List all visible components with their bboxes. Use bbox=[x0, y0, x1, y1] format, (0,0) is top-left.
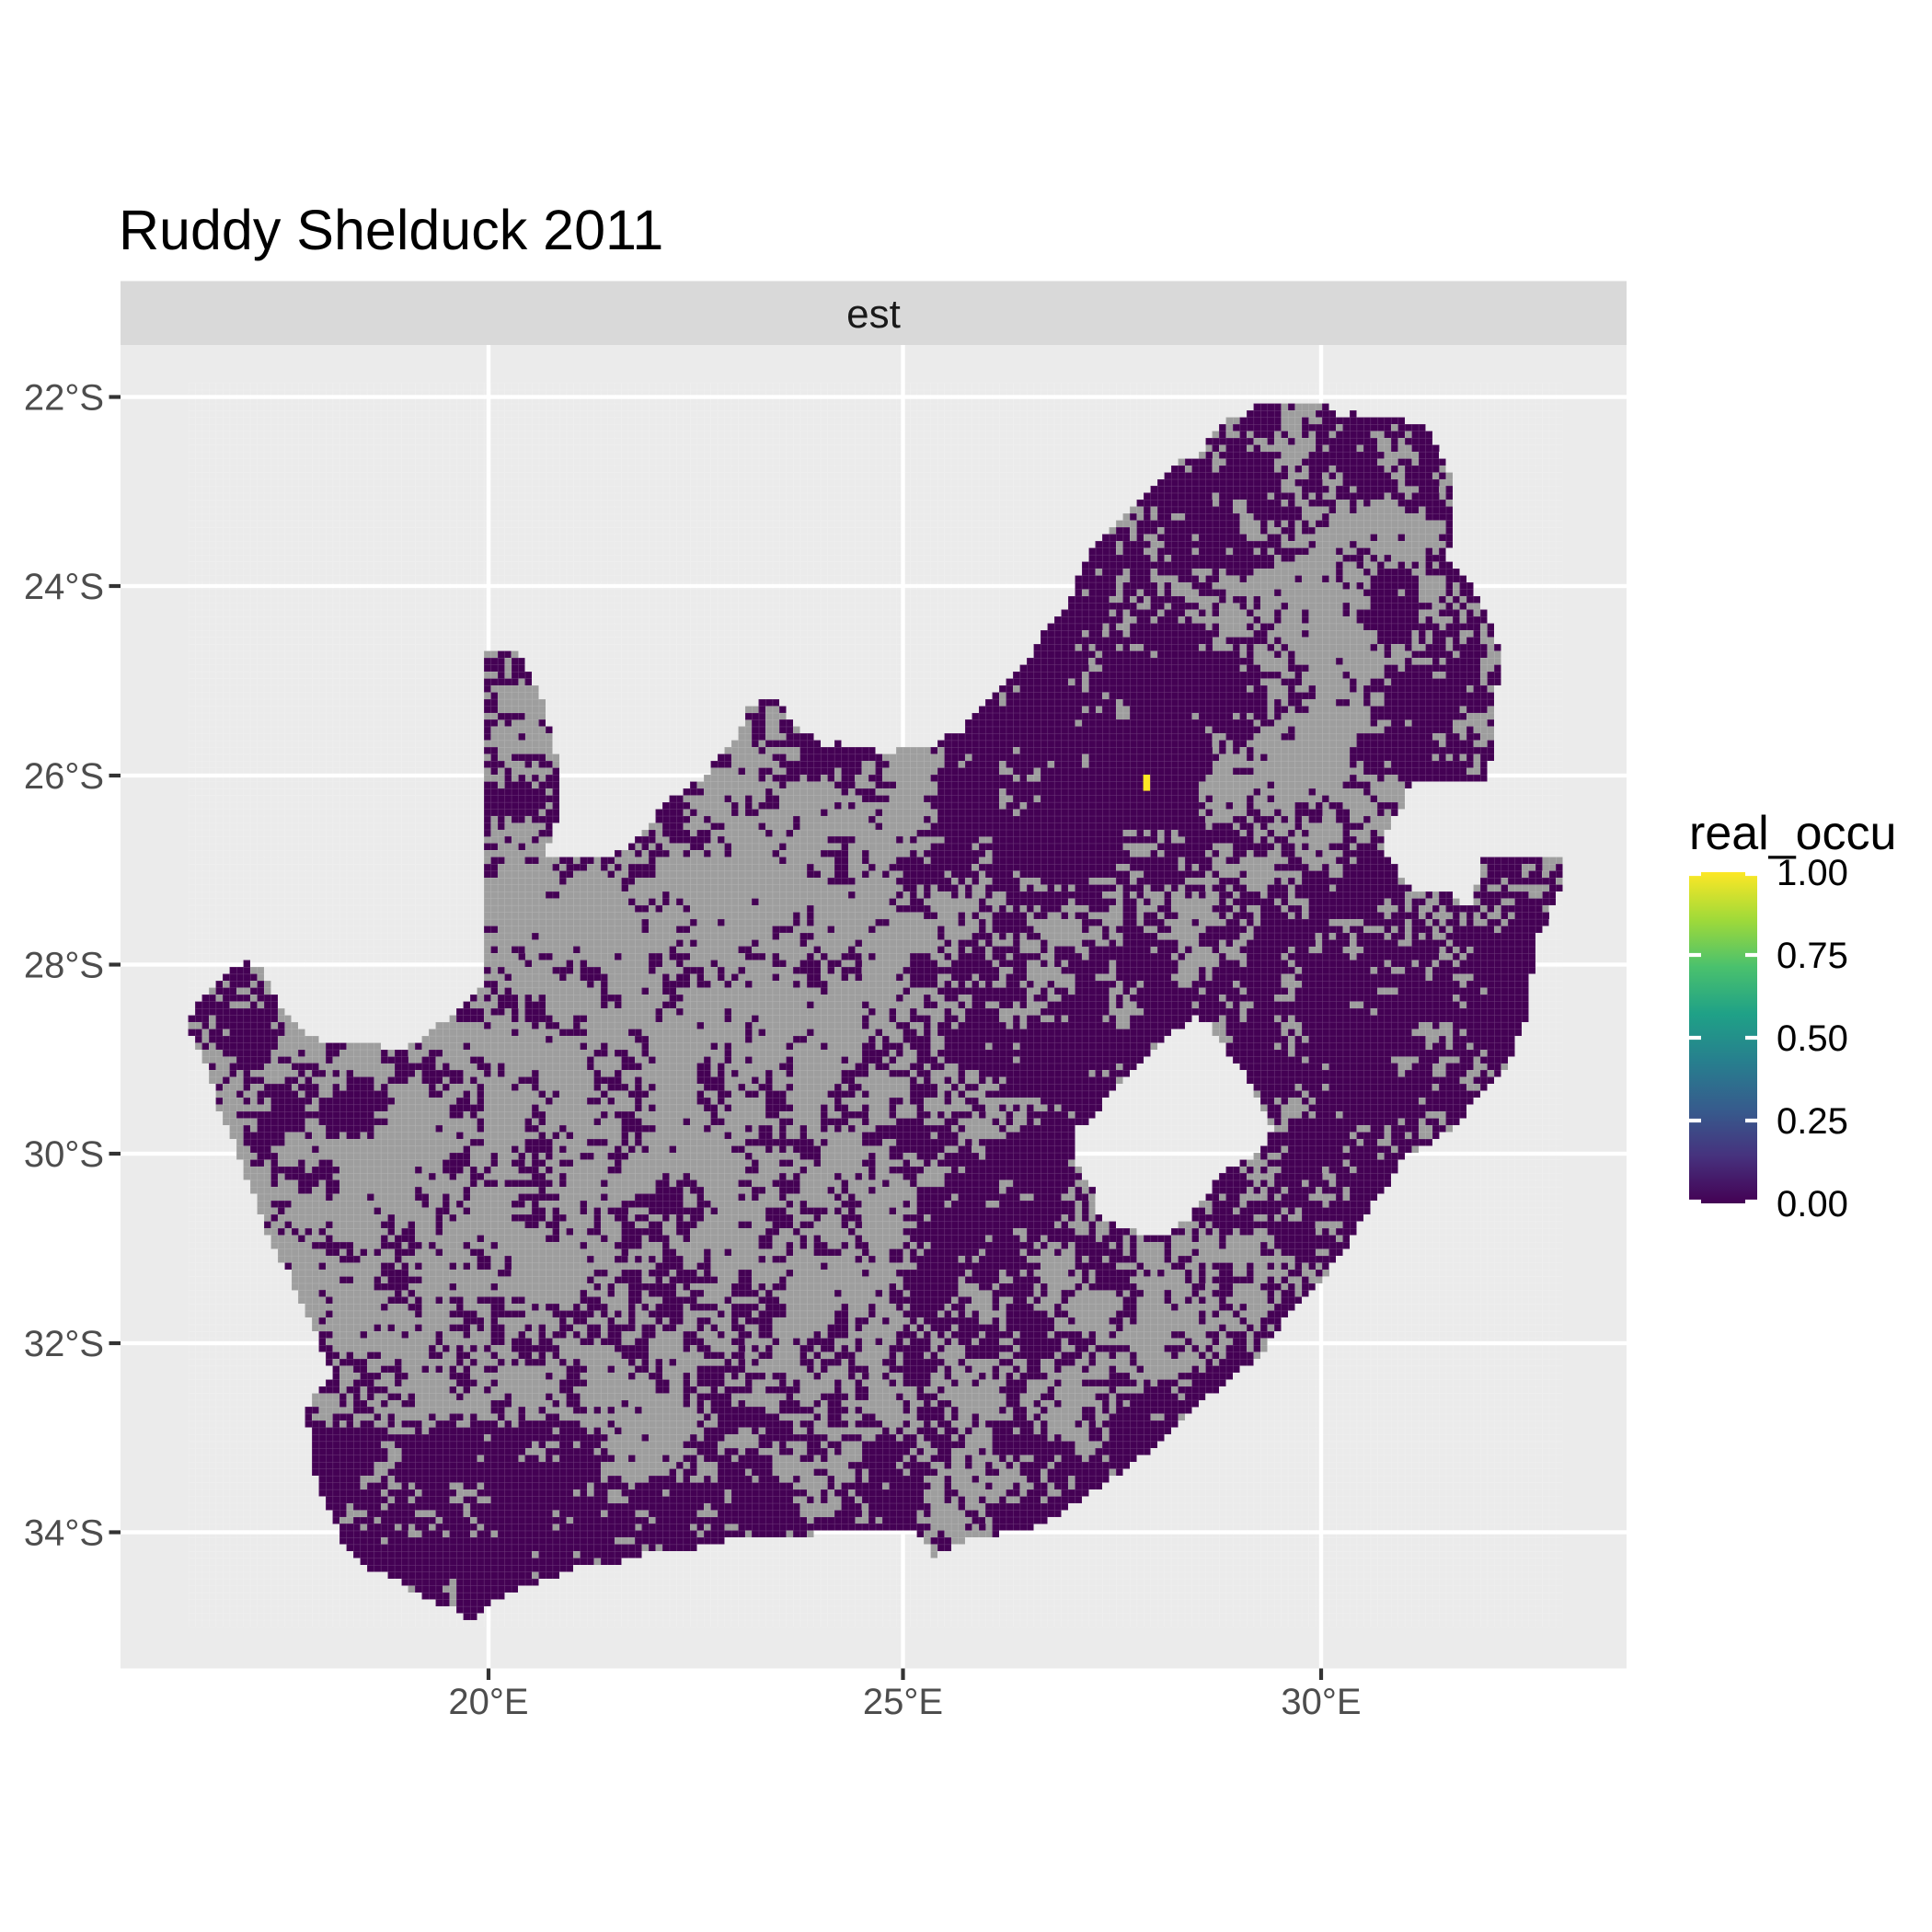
svg-text:0.75: 0.75 bbox=[1777, 936, 1848, 976]
svg-text:26°S: 26°S bbox=[24, 756, 104, 797]
svg-text:22°S: 22°S bbox=[24, 378, 104, 419]
svg-text:est: est bbox=[846, 292, 901, 337]
svg-text:24°S: 24°S bbox=[24, 567, 104, 607]
svg-text:0.25: 0.25 bbox=[1777, 1101, 1848, 1142]
svg-text:0.50: 0.50 bbox=[1777, 1018, 1848, 1059]
svg-text:34°S: 34°S bbox=[24, 1513, 104, 1554]
svg-text:25°E: 25°E bbox=[863, 1682, 943, 1722]
svg-text:30°S: 30°S bbox=[24, 1134, 104, 1175]
svg-text:1.00: 1.00 bbox=[1777, 853, 1848, 893]
svg-text:30°E: 30°E bbox=[1281, 1682, 1361, 1722]
svg-text:Ruddy Shelduck 2011: Ruddy Shelduck 2011 bbox=[119, 199, 663, 261]
svg-text:real_occu: real_occu bbox=[1689, 807, 1896, 860]
svg-text:28°S: 28°S bbox=[24, 946, 104, 986]
svg-text:32°S: 32°S bbox=[24, 1324, 104, 1364]
svg-text:20°E: 20°E bbox=[448, 1682, 528, 1722]
svg-text:0.00: 0.00 bbox=[1777, 1184, 1848, 1225]
